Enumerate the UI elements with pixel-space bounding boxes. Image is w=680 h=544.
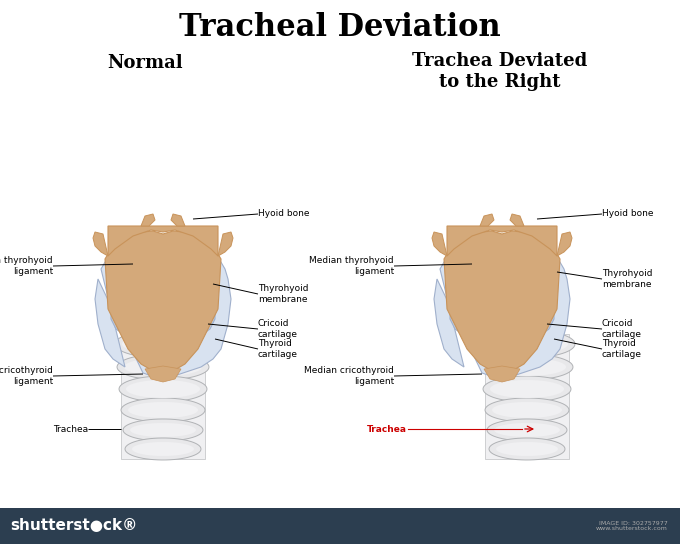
Text: Normal: Normal	[107, 54, 183, 72]
Text: Hyoid bone: Hyoid bone	[258, 209, 309, 219]
Polygon shape	[481, 354, 573, 380]
Polygon shape	[557, 232, 572, 256]
Text: Thyroid
cartilage: Thyroid cartilage	[602, 339, 642, 358]
Polygon shape	[485, 334, 569, 459]
Text: Thyroid
cartilage: Thyroid cartilage	[258, 339, 298, 358]
Polygon shape	[483, 376, 571, 402]
Polygon shape	[128, 402, 198, 418]
Text: Median thyrohyoid
ligament: Median thyrohyoid ligament	[309, 256, 394, 276]
Text: Thyrohyoid
membrane: Thyrohyoid membrane	[258, 285, 309, 304]
Polygon shape	[141, 214, 155, 226]
Polygon shape	[95, 241, 231, 379]
Text: Tracheal Deviation: Tracheal Deviation	[179, 12, 501, 43]
Polygon shape	[93, 232, 108, 256]
Polygon shape	[486, 334, 568, 354]
Polygon shape	[485, 398, 569, 422]
Polygon shape	[489, 438, 565, 460]
Text: shutterst●ck®: shutterst●ck®	[10, 518, 137, 534]
Polygon shape	[132, 442, 194, 456]
Text: Thyrohyoid
membrane: Thyrohyoid membrane	[602, 269, 653, 289]
Polygon shape	[105, 231, 221, 374]
Polygon shape	[432, 232, 447, 256]
Text: Cricoid
cartilage: Cricoid cartilage	[258, 319, 298, 339]
Polygon shape	[510, 214, 524, 226]
Text: Trachea: Trachea	[53, 424, 88, 434]
Text: Hyoid bone: Hyoid bone	[602, 209, 653, 219]
Polygon shape	[488, 358, 566, 376]
Polygon shape	[492, 402, 562, 418]
Polygon shape	[119, 376, 207, 402]
Polygon shape	[115, 330, 211, 358]
Polygon shape	[130, 423, 196, 437]
Text: Median thyrohyoid
ligament: Median thyrohyoid ligament	[0, 256, 53, 276]
Polygon shape	[126, 380, 200, 398]
Polygon shape	[487, 419, 567, 441]
Polygon shape	[447, 226, 557, 256]
Text: IMAGE ID: 302757977
www.shutterstock.com: IMAGE ID: 302757977 www.shutterstock.com	[596, 521, 668, 531]
Polygon shape	[111, 284, 215, 336]
Polygon shape	[123, 419, 203, 441]
Polygon shape	[145, 366, 181, 382]
Polygon shape	[496, 442, 558, 456]
Text: Cricoid
cartilage: Cricoid cartilage	[602, 319, 642, 339]
Polygon shape	[218, 232, 233, 256]
Polygon shape	[490, 380, 564, 398]
Polygon shape	[434, 241, 570, 379]
Text: Median cricothyroid
ligament: Median cricothyroid ligament	[304, 366, 394, 386]
Bar	[0, 508, 680, 544]
Polygon shape	[117, 354, 209, 380]
Text: Trachea Deviated
to the Right: Trachea Deviated to the Right	[412, 52, 588, 91]
Polygon shape	[450, 284, 554, 336]
Polygon shape	[122, 334, 204, 354]
Polygon shape	[124, 358, 202, 376]
Polygon shape	[479, 330, 575, 358]
Text: Trachea: Trachea	[367, 424, 407, 434]
Polygon shape	[121, 334, 205, 459]
Polygon shape	[494, 423, 560, 437]
Polygon shape	[171, 214, 185, 226]
Polygon shape	[108, 226, 218, 256]
Polygon shape	[484, 366, 520, 382]
Text: Median cricothyroid
ligament: Median cricothyroid ligament	[0, 366, 53, 386]
Polygon shape	[121, 398, 205, 422]
Polygon shape	[125, 438, 201, 460]
Polygon shape	[444, 231, 560, 374]
Polygon shape	[480, 214, 494, 226]
